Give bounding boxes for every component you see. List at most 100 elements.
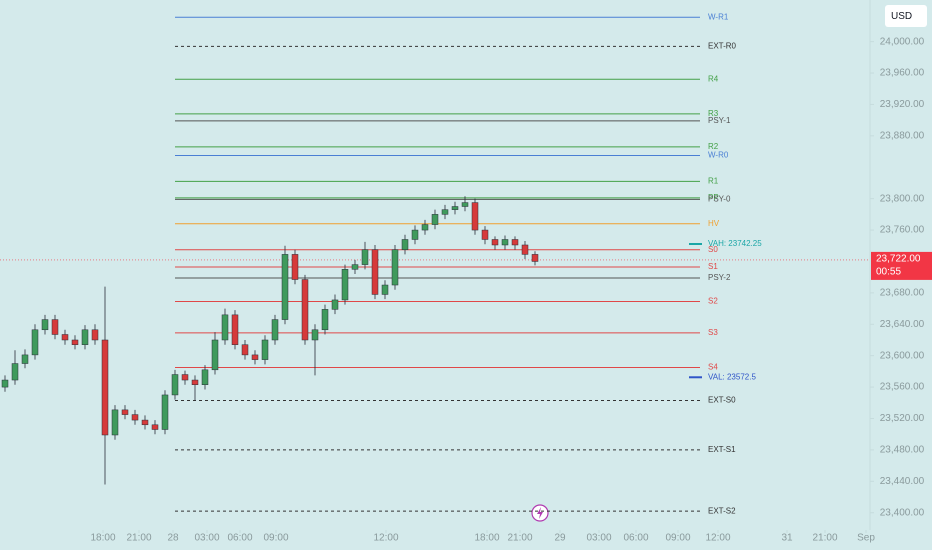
candle-body xyxy=(511,239,519,246)
candle-body xyxy=(31,329,39,356)
level-label: PSY-1 xyxy=(708,116,731,125)
candle-body xyxy=(211,339,219,371)
candle-body xyxy=(501,239,509,246)
level-label: R2 xyxy=(708,142,719,151)
y-tick-label: 23,920.00 xyxy=(880,99,925,110)
level-label: S0 xyxy=(708,245,718,254)
candle-body xyxy=(291,254,299,280)
x-tick-label: 21:00 xyxy=(812,533,837,544)
candle-body xyxy=(261,339,269,360)
level-label: R3 xyxy=(708,109,719,118)
candle-body xyxy=(351,264,359,270)
x-tick-label: 06:00 xyxy=(227,533,252,544)
candle-body xyxy=(381,284,389,295)
last-price-box xyxy=(871,251,932,280)
level-label: W-R0 xyxy=(708,151,729,160)
x-tick-label: 18:00 xyxy=(90,533,115,544)
level-label: S1 xyxy=(708,262,718,271)
candle-body xyxy=(391,249,399,286)
x-tick-label: 29 xyxy=(554,533,566,544)
candle-body xyxy=(21,354,29,364)
y-tick-label: 23,400.00 xyxy=(880,507,925,518)
level-label: PP xyxy=(708,193,719,202)
y-tick-label: 24,000.00 xyxy=(880,36,925,47)
event-bolt xyxy=(537,507,543,519)
candle-body xyxy=(171,374,179,396)
y-tick-label: 23,760.00 xyxy=(880,225,925,236)
candle-body xyxy=(141,419,149,426)
x-tick-label: 28 xyxy=(167,533,179,544)
x-tick-label: 31 xyxy=(781,533,793,544)
level-label: R1 xyxy=(708,176,719,185)
candle-body xyxy=(451,206,459,210)
level-label: EXT-S0 xyxy=(708,396,736,405)
x-tick-label: 21:00 xyxy=(507,533,532,544)
candle-body xyxy=(341,269,349,301)
candle-body xyxy=(121,409,129,415)
level-label: R4 xyxy=(708,74,719,83)
y-tick-label: 23,520.00 xyxy=(880,413,925,424)
candle-body xyxy=(161,394,169,430)
level-label: S4 xyxy=(708,363,718,372)
y-tick-label: 23,640.00 xyxy=(880,319,925,330)
candle-body xyxy=(71,339,79,345)
y-tick-label: 23,480.00 xyxy=(880,445,925,456)
candle-body xyxy=(281,254,289,320)
x-tick-label: Sep xyxy=(857,533,875,544)
level-label: EXT-S1 xyxy=(708,445,736,454)
currency-label[interactable]: USD xyxy=(891,11,912,22)
level-label: HV xyxy=(708,219,720,228)
y-tick-label: 23,440.00 xyxy=(880,476,925,487)
event-icon[interactable] xyxy=(531,504,549,522)
candle-body xyxy=(241,344,249,356)
candle-body xyxy=(221,314,229,341)
candle-body xyxy=(421,224,429,231)
candle-body xyxy=(311,329,319,341)
candle-body xyxy=(441,209,449,215)
candle-body xyxy=(481,229,489,240)
candle-body xyxy=(81,329,89,345)
candle-body xyxy=(271,319,279,341)
y-tick-label: 23,560.00 xyxy=(880,382,925,393)
candle-body xyxy=(111,409,119,436)
candle-body xyxy=(491,239,499,246)
level-label: S3 xyxy=(708,328,718,337)
candle-body xyxy=(191,379,199,385)
level-label: VAH: 23742.25 xyxy=(708,239,762,248)
x-tick-label: 12:00 xyxy=(705,533,730,544)
y-tick-label: 23,800.00 xyxy=(880,193,925,204)
y-tick-label: 23,960.00 xyxy=(880,68,925,79)
candle-body xyxy=(331,299,339,310)
level-label: W-R1 xyxy=(708,12,729,21)
candle-body xyxy=(1,379,9,388)
x-tick-label: 09:00 xyxy=(665,533,690,544)
x-tick-label: 09:00 xyxy=(263,533,288,544)
candle-body xyxy=(231,314,239,345)
candle-body xyxy=(301,279,309,341)
level-label: EXT-S2 xyxy=(708,506,736,515)
candle-body xyxy=(471,202,479,231)
y-tick-label: 23,600.00 xyxy=(880,350,925,361)
candle-body xyxy=(411,229,419,240)
y-tick-label: 23,880.00 xyxy=(880,130,925,141)
candle-body xyxy=(131,414,139,421)
candle-body xyxy=(371,249,379,295)
currency-button[interactable] xyxy=(885,5,927,27)
candle-body xyxy=(321,309,329,331)
level-label: PSY-0 xyxy=(708,195,731,204)
candle-body xyxy=(251,354,259,360)
candle-body xyxy=(521,244,529,255)
candle-body xyxy=(101,339,109,436)
x-tick-label: 03:00 xyxy=(194,533,219,544)
x-tick-label: 06:00 xyxy=(623,533,648,544)
candle-body xyxy=(201,369,209,385)
candle-body xyxy=(181,374,189,381)
level-label: S2 xyxy=(708,297,718,306)
candle-body xyxy=(61,334,69,341)
candle-body xyxy=(401,239,409,250)
candle-body xyxy=(151,424,159,430)
y-tick-label: 23,680.00 xyxy=(880,288,925,299)
level-label: VAL: 23572.5 xyxy=(708,372,756,381)
